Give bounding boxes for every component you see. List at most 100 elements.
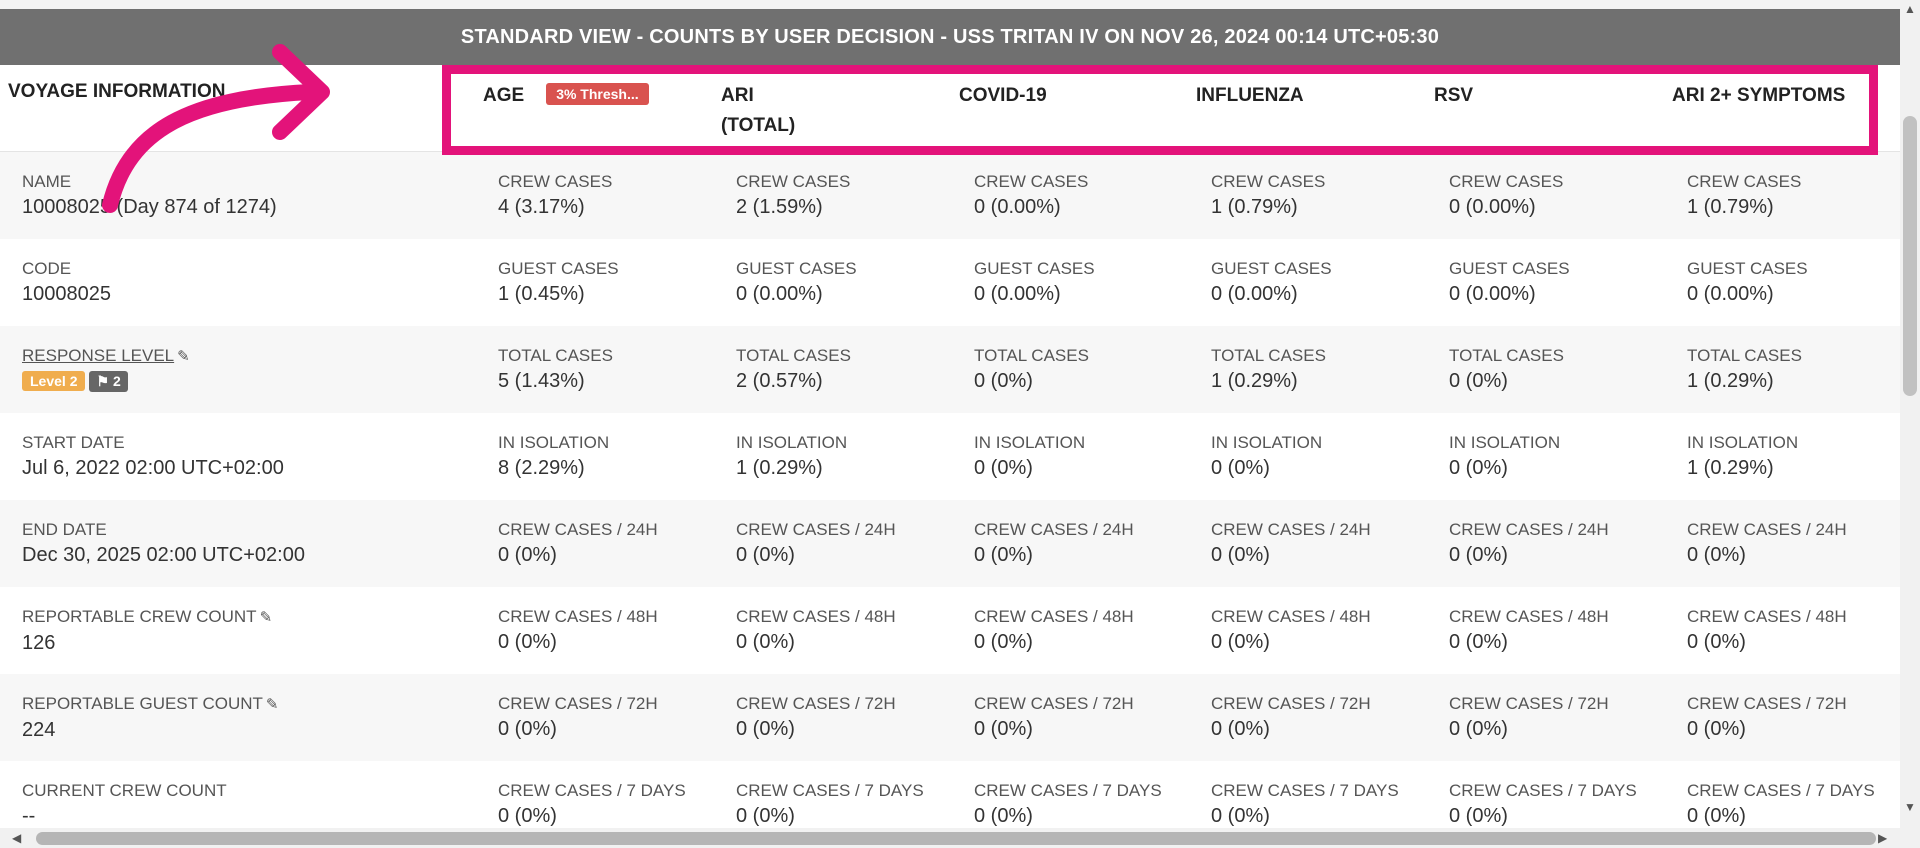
metric-label: TOTAL CASES: [1687, 346, 1802, 365]
metric-label: CREW CASES / 24H: [974, 520, 1134, 539]
flag-icon: ⚑: [96, 373, 110, 389]
rsv-count: 0 (0.00%): [1449, 283, 1536, 305]
rsv-count: 0 (0%): [1449, 631, 1508, 653]
metric-label: CREW CASES / 72H: [1449, 694, 1609, 713]
rsv-count: 0 (0%): [1449, 718, 1508, 740]
table-row: NAME 10008025 (Day 874 of 1274) CREW CAS…: [0, 152, 1900, 239]
ari-2-plus-count: 1 (0.29%): [1687, 457, 1774, 479]
reportable-guest-count-value: 224: [22, 719, 56, 741]
covid-19-count: 0 (0.00%): [974, 283, 1061, 305]
ari-total-count: 0 (0.00%): [736, 283, 823, 305]
covid-19-count: 0 (0.00%): [974, 196, 1061, 218]
column-header-covid-19[interactable]: COVID-19: [959, 81, 1047, 111]
column-header-label: AGE: [483, 85, 525, 106]
metric-label: TOTAL CASES: [1211, 346, 1326, 365]
ari-total-count: 0 (0%): [736, 631, 795, 653]
metric-label: TOTAL CASES: [498, 346, 613, 365]
ari-2-plus-count: 0 (0.00%): [1687, 283, 1774, 305]
covid-19-count: 0 (0%): [974, 544, 1033, 566]
covid-19-count: 0 (0%): [974, 457, 1033, 479]
rsv-count: 0 (0%): [1449, 544, 1508, 566]
metric-label: CREW CASES / 48H: [736, 607, 896, 626]
influenza-count: 0 (0%): [1211, 631, 1270, 653]
influenza-count: 0 (0%): [1211, 805, 1270, 827]
response-level-label-wrap: RESPONSE LEVEL ✎: [22, 346, 190, 367]
metric-label: IN ISOLATION: [736, 433, 848, 452]
scroll-right-arrow-icon[interactable]: ▶: [1878, 831, 1888, 845]
pencil-icon[interactable]: ✎: [259, 609, 273, 626]
metric-label: CREW CASES / 7 DAYS: [1687, 781, 1875, 800]
influenza-count: 1 (0.29%): [1211, 370, 1298, 392]
influenza-count: 0 (0%): [1211, 457, 1270, 479]
covid-19-count: 0 (0%): [974, 805, 1033, 827]
voyage-name-label: NAME: [22, 172, 72, 191]
flag-badge[interactable]: ⚑ 2: [89, 371, 128, 392]
scroll-left-arrow-icon[interactable]: ◀: [12, 831, 22, 845]
reportable-guest-count-label-wrap: REPORTABLE GUEST COUNT ✎: [22, 694, 278, 715]
pencil-icon[interactable]: ✎: [177, 348, 190, 365]
ari-total-count: 0 (0%): [736, 544, 795, 566]
metric-label: CREW CASES / 7 DAYS: [1211, 781, 1399, 800]
ari-2-plus-count: 1 (0.29%): [1687, 370, 1774, 392]
metric-label: CREW CASES: [736, 172, 851, 191]
view-title-bar: STANDARD VIEW - COUNTS BY USER DECISION …: [0, 9, 1900, 65]
metric-label: CREW CASES: [1449, 172, 1564, 191]
column-header-ari-2-plus-symptoms[interactable]: ARI 2+ SYMPTOMS: [1672, 81, 1845, 111]
voyage-code-label: CODE: [22, 259, 72, 278]
metric-label: TOTAL CASES: [736, 346, 851, 365]
column-header-influenza[interactable]: INFLUENZA: [1196, 81, 1304, 111]
table-header: VOYAGE INFORMATION AGE 3% Thresh... ARI (…: [0, 65, 1900, 152]
influenza-count: 0 (0.00%): [1211, 283, 1298, 305]
ari-2-plus-count: 0 (0%): [1687, 805, 1746, 827]
ari-2-plus-count: 1 (0.79%): [1687, 196, 1774, 218]
table-row: CODE 10008025 GUEST CASES 1 (0.45%) GUEST…: [0, 239, 1900, 326]
rsv-count: 0 (0.00%): [1449, 196, 1536, 218]
pencil-icon[interactable]: ✎: [265, 696, 279, 713]
metric-label: CREW CASES / 7 DAYS: [736, 781, 924, 800]
metric-label: CREW CASES / 7 DAYS: [498, 781, 686, 800]
current-crew-count-value: --: [22, 805, 36, 827]
age-count: 0 (0%): [498, 805, 557, 827]
metric-label: IN ISOLATION: [1211, 433, 1323, 452]
view-title: STANDARD VIEW - COUNTS BY USER DECISION …: [460, 25, 1440, 48]
vertical-scrollbar-thumb[interactable]: [1903, 116, 1917, 396]
column-header-label: RSV: [1434, 85, 1474, 106]
age-count: 5 (1.43%): [498, 370, 585, 392]
column-header-rsv[interactable]: RSV: [1434, 81, 1473, 111]
end-date-label: END DATE: [22, 520, 107, 539]
rsv-count: 0 (0%): [1449, 370, 1508, 392]
age-count: 0 (0%): [498, 544, 557, 566]
metric-label: CREW CASES: [1687, 172, 1802, 191]
ari-2-plus-count: 0 (0%): [1687, 631, 1746, 653]
flag-count: 2: [112, 373, 121, 389]
table-row: START DATE Jul 6, 2022 02:00 UTC+02:00 I…: [0, 413, 1900, 500]
response-level-link[interactable]: RESPONSE LEVEL: [22, 346, 175, 365]
scroll-down-arrow-icon[interactable]: ▼: [1904, 800, 1916, 814]
rsv-count: 0 (0%): [1449, 805, 1508, 827]
metric-label: GUEST CASES: [736, 259, 857, 278]
voyage-code-value: 10008025: [22, 283, 111, 305]
column-header-age[interactable]: AGE 3% Thresh...: [483, 81, 649, 111]
reportable-crew-count-value: 126: [22, 632, 56, 654]
age-count: 4 (3.17%): [498, 196, 585, 218]
scroll-up-arrow-icon[interactable]: ▲: [1904, 2, 1916, 16]
metric-label: CREW CASES / 72H: [736, 694, 896, 713]
covid-19-count: 0 (0%): [974, 718, 1033, 740]
metric-label: CREW CASES / 7 DAYS: [1449, 781, 1637, 800]
metric-label: CREW CASES / 24H: [1449, 520, 1609, 539]
metric-label: IN ISOLATION: [498, 433, 610, 452]
ari-total-count: 2 (1.59%): [736, 196, 823, 218]
threshold-badge[interactable]: 3% Thresh...: [546, 83, 649, 105]
horizontal-scrollbar-thumb[interactable]: [36, 832, 1876, 845]
top-strip: [0, 0, 1900, 9]
start-date-label: START DATE: [22, 433, 125, 452]
column-header-ari-total[interactable]: ARI (TOTAL): [721, 81, 795, 141]
column-header-label: COVID-19: [959, 85, 1047, 106]
influenza-count: 0 (0%): [1211, 718, 1270, 740]
metric-label: CREW CASES / 48H: [1687, 607, 1847, 626]
metric-label: CREW CASES: [1211, 172, 1326, 191]
ari-total-count: 2 (0.57%): [736, 370, 823, 392]
response-level-badges: Level 2 ⚑ 2: [22, 367, 190, 392]
ari-total-count: 0 (0%): [736, 718, 795, 740]
metric-label: CREW CASES: [498, 172, 613, 191]
